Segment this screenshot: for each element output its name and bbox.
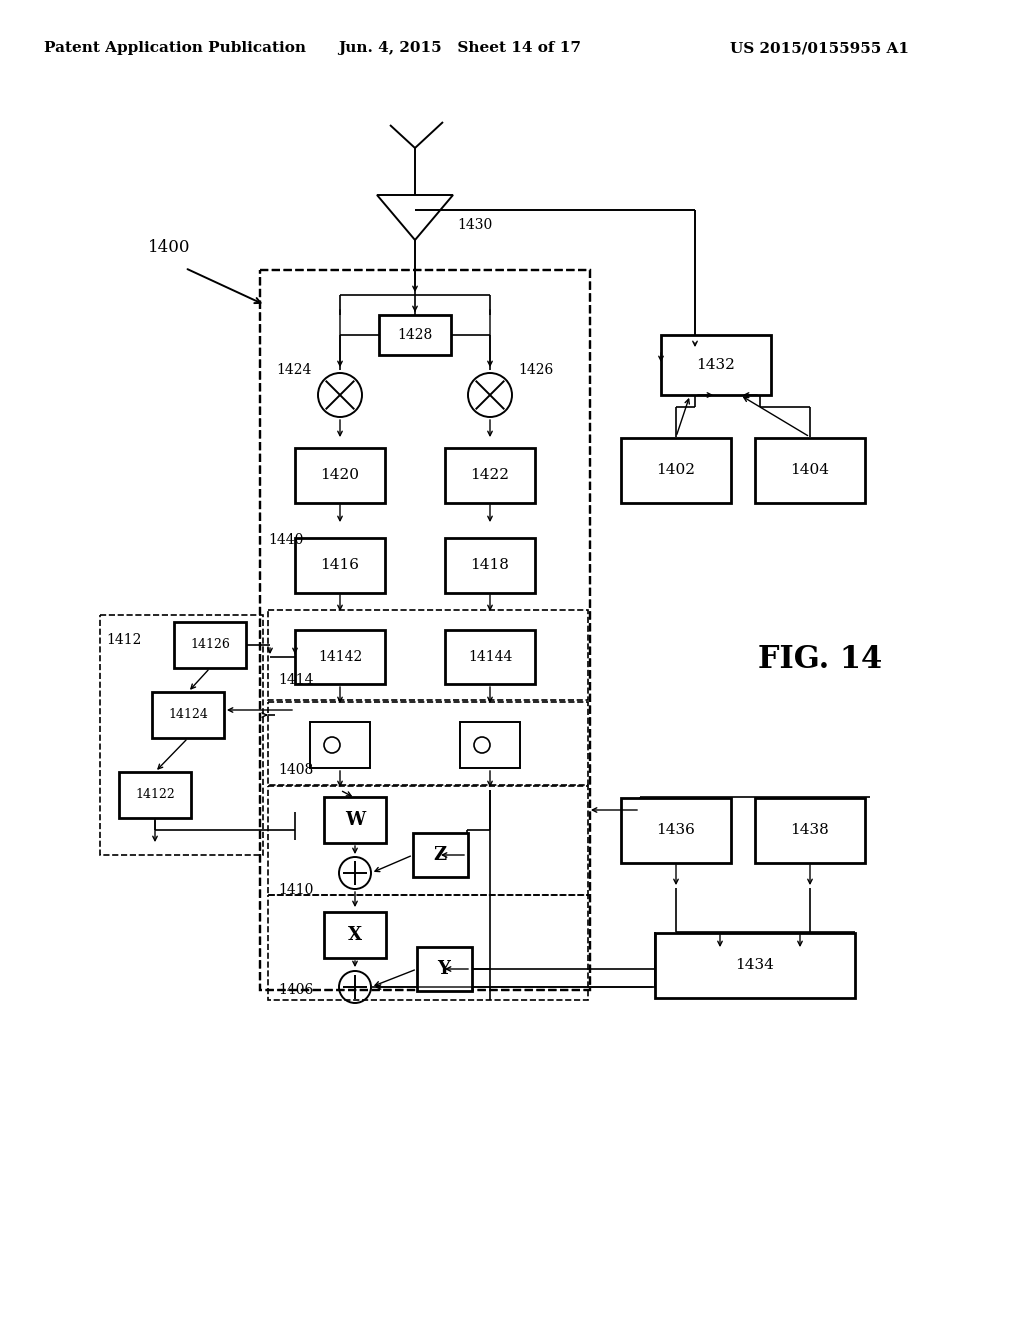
Bar (662, 335, 771, 395)
Text: 1406: 1406 (278, 983, 313, 997)
Bar (119, 772, 191, 818)
Text: 14122: 14122 (135, 788, 175, 801)
Bar (445, 630, 535, 684)
Text: 1436: 1436 (656, 822, 695, 837)
Text: 14124: 14124 (168, 709, 208, 722)
Text: Y: Y (437, 960, 451, 978)
Bar (268, 702, 588, 785)
Bar (413, 833, 468, 876)
Text: 1414: 1414 (278, 673, 313, 686)
Text: 1428: 1428 (397, 327, 432, 342)
Bar (295, 537, 385, 593)
Bar (268, 895, 588, 1001)
Bar (655, 932, 855, 998)
Text: 1430: 1430 (457, 218, 493, 232)
Bar (260, 271, 590, 990)
Text: 1422: 1422 (470, 469, 510, 482)
Text: 1434: 1434 (735, 958, 774, 972)
Text: 1438: 1438 (791, 822, 829, 837)
Text: US 2015/0155955 A1: US 2015/0155955 A1 (730, 41, 909, 55)
Text: 14142: 14142 (317, 649, 362, 664)
Bar (260, 271, 590, 990)
Text: 1412: 1412 (106, 634, 141, 647)
Text: 1424: 1424 (276, 363, 312, 378)
Text: 1400: 1400 (148, 239, 190, 256)
Bar (417, 946, 471, 991)
Text: 1426: 1426 (518, 363, 553, 378)
Text: 1416: 1416 (321, 558, 359, 572)
Text: 1432: 1432 (696, 358, 735, 372)
Text: 1418: 1418 (471, 558, 509, 572)
Text: W: W (345, 810, 366, 829)
Text: 1408: 1408 (278, 763, 313, 777)
Bar (100, 615, 263, 855)
Bar (324, 912, 386, 958)
Bar (755, 437, 865, 503)
Text: 1402: 1402 (656, 463, 695, 477)
Bar (295, 630, 385, 684)
Bar (621, 797, 731, 862)
Text: 1420: 1420 (321, 469, 359, 482)
Bar (268, 610, 588, 700)
Text: 1410: 1410 (278, 883, 313, 898)
Text: 14144: 14144 (468, 649, 512, 664)
Bar (152, 692, 224, 738)
Bar (268, 785, 588, 895)
Bar (295, 447, 385, 503)
Text: 1404: 1404 (791, 463, 829, 477)
Text: 14126: 14126 (190, 639, 230, 652)
Text: Patent Application Publication: Patent Application Publication (44, 41, 306, 55)
Text: FIG. 14: FIG. 14 (758, 644, 882, 676)
Bar (445, 537, 535, 593)
Bar (445, 447, 535, 503)
Bar (174, 622, 246, 668)
Text: Jun. 4, 2015   Sheet 14 of 17: Jun. 4, 2015 Sheet 14 of 17 (339, 41, 582, 55)
Bar (310, 722, 370, 768)
Text: Z: Z (433, 846, 446, 865)
Bar (379, 315, 451, 355)
Text: 1440: 1440 (268, 533, 303, 546)
Text: X: X (348, 927, 362, 944)
Bar (621, 437, 731, 503)
Bar (755, 797, 865, 862)
Bar (460, 722, 520, 768)
Bar (324, 797, 386, 843)
